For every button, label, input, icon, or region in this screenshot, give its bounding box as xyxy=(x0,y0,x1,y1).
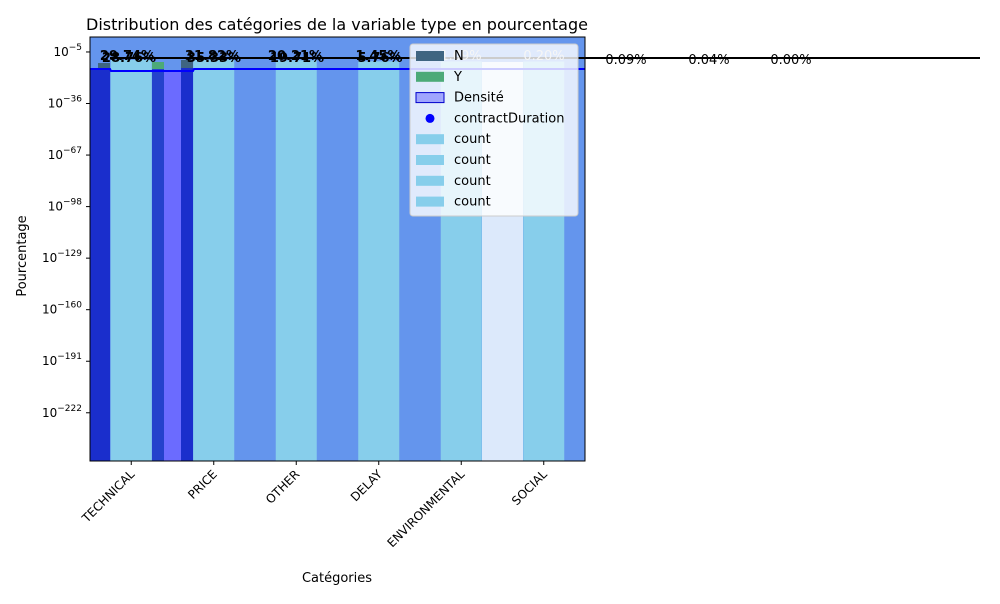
y-tick-label: 10−36 xyxy=(48,95,83,111)
legend-swatch xyxy=(416,71,444,82)
x-tick-label: PRICE xyxy=(185,467,220,502)
legend-label: count xyxy=(454,153,491,168)
y-tick-label: 10−222 xyxy=(42,404,82,420)
y-tick-label: 10−160 xyxy=(42,301,82,317)
legend-label: count xyxy=(454,132,491,147)
legend-label: N xyxy=(454,49,464,64)
y-bar xyxy=(152,62,164,69)
bar-value-label: 0.00% xyxy=(770,53,811,68)
legend-box xyxy=(409,43,579,217)
bar-value-label: 20.21% xyxy=(268,49,322,64)
y-tick-label: 10−67 xyxy=(48,146,82,162)
legend-label: Y xyxy=(453,70,462,85)
bar-value-label: 1.45% xyxy=(355,49,400,64)
x-tick-label: OTHER xyxy=(263,467,302,506)
count-bar xyxy=(193,60,235,461)
bar-value-label: 5.76% xyxy=(357,51,402,66)
plot-frame xyxy=(89,36,586,462)
legend-label: Densité xyxy=(454,91,504,106)
chart-title: Distribution des catégories de la variab… xyxy=(86,15,588,34)
x-tick-label: SOCIAL xyxy=(509,467,550,508)
density-bar xyxy=(181,68,193,461)
legend-swatch xyxy=(416,175,444,186)
bar-value-label: 28.76% xyxy=(102,51,156,66)
count-bar xyxy=(110,60,152,461)
bar-value-label: 0.04% xyxy=(688,53,729,68)
legend-swatch xyxy=(416,134,444,145)
density-bar xyxy=(90,68,110,461)
density-bar xyxy=(152,68,164,461)
legend-marker xyxy=(425,113,435,123)
y-tick-label: 10−98 xyxy=(48,198,83,214)
legend-label: contractDuration xyxy=(454,111,564,126)
x-axis-label: Catégories xyxy=(302,571,372,586)
y-axis-label: Pourcentage xyxy=(15,215,30,296)
x-tick-label: ENVIRONMENTAL xyxy=(384,467,467,550)
legend-swatch xyxy=(415,92,445,104)
n-bar xyxy=(181,60,193,68)
legend-swatch xyxy=(416,51,444,61)
bar-value-label: 19.71% xyxy=(270,51,324,66)
x-tick-label: DELAY xyxy=(348,467,386,505)
y-tick-label: 10−129 xyxy=(42,249,82,265)
y-tick-label: 10−5 xyxy=(53,43,82,59)
bar-value-label: 29.74% xyxy=(100,49,154,64)
x-tick-label: TECHNICAL xyxy=(79,467,138,526)
y-tick-label: 10−191 xyxy=(42,352,82,368)
legend-swatch xyxy=(416,196,444,207)
density-bar xyxy=(164,70,181,461)
bar-value-label: 0.09% xyxy=(605,53,646,68)
bar-value-label: 31.82% xyxy=(185,49,239,64)
count-bar xyxy=(275,60,317,461)
legend-label: count xyxy=(454,195,491,210)
bar-value-label: 35.33% xyxy=(187,51,241,66)
legend-label: count xyxy=(454,174,491,189)
count-bar xyxy=(358,61,400,461)
legend-swatch xyxy=(416,155,444,165)
data-labels: 29.74%28.76% 31.82%35.33% 20.21%19.71% 1.45… xyxy=(100,49,812,68)
legend: NY Densité contractDuration count count count… xyxy=(409,43,579,217)
n-bar xyxy=(98,63,110,69)
